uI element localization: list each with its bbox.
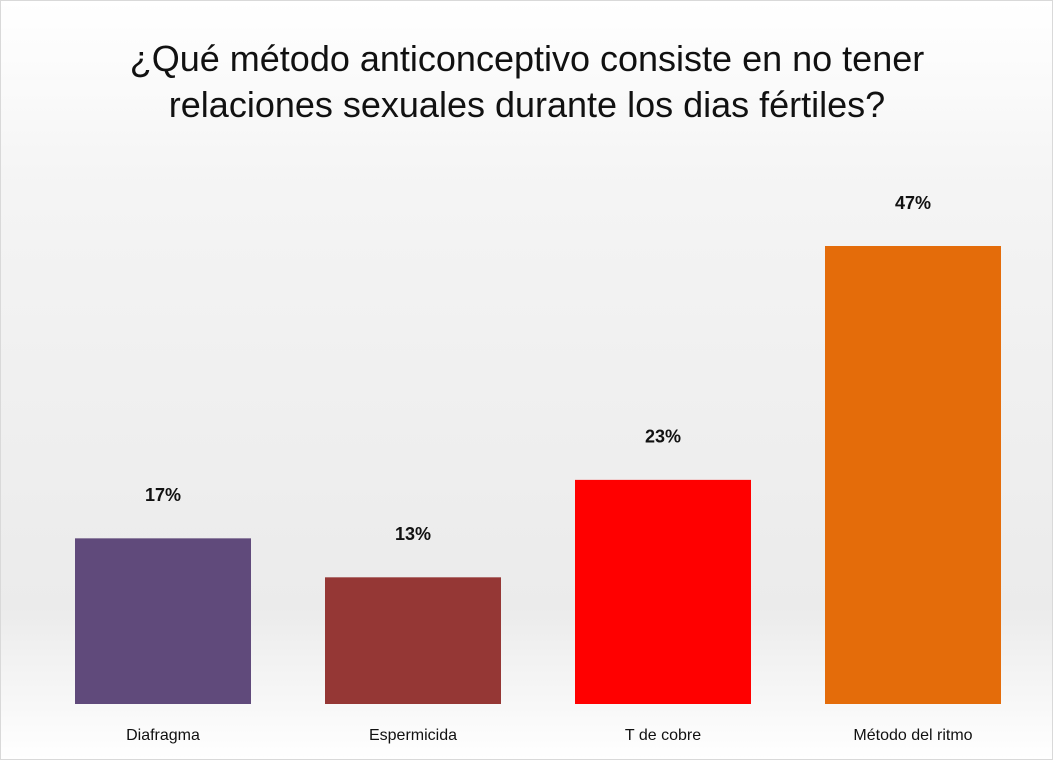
x-tick-label: T de cobre [625, 727, 701, 744]
bar [825, 246, 1001, 704]
value-label: 13% [395, 524, 431, 544]
x-tick-label: Espermicida [369, 727, 457, 744]
chart-title: ¿Qué método anticonceptivo consiste en n… [129, 38, 925, 125]
x-tick-label: Diafragma [126, 727, 200, 744]
value-label: 47% [895, 193, 931, 213]
bar [75, 538, 251, 704]
bar [325, 577, 501, 704]
value-label: 23% [645, 427, 681, 447]
value-label: 17% [145, 485, 181, 505]
bar [575, 479, 751, 704]
x-tick-label: Método del ritmo [853, 727, 972, 744]
